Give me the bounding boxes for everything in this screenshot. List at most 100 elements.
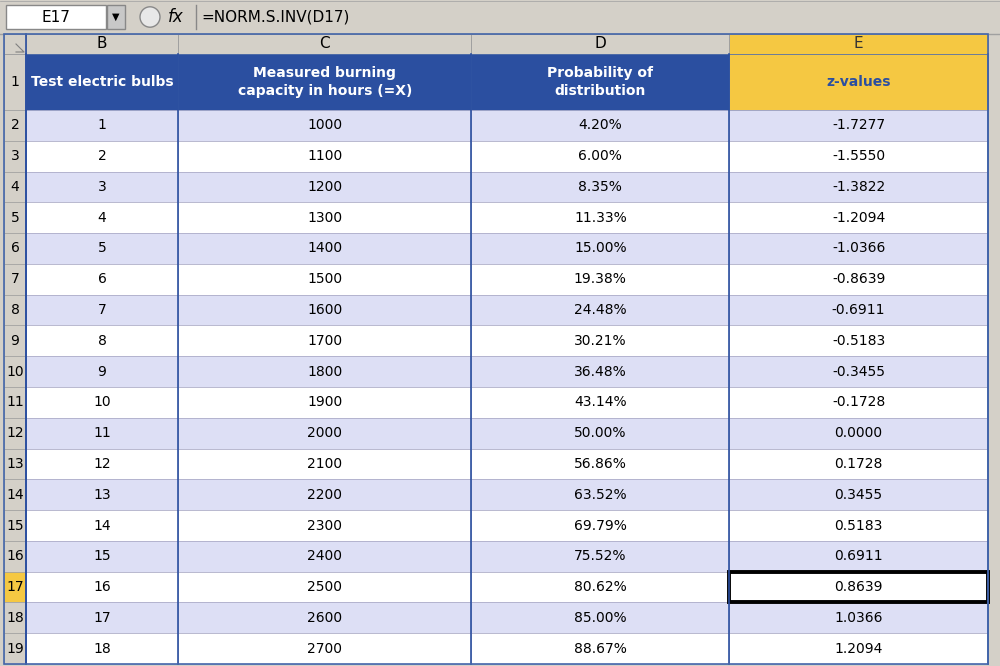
Bar bbox=[4, 294, 26, 326]
Text: 3: 3 bbox=[98, 180, 106, 194]
Text: 2: 2 bbox=[98, 149, 106, 163]
Text: 50.00%: 50.00% bbox=[574, 426, 627, 440]
Bar bbox=[26, 34, 178, 54]
Text: 4: 4 bbox=[98, 210, 106, 224]
Bar bbox=[471, 571, 729, 603]
Bar bbox=[729, 387, 988, 418]
Text: 2300: 2300 bbox=[307, 519, 342, 533]
Text: 1: 1 bbox=[11, 75, 19, 89]
Bar bbox=[729, 172, 988, 202]
Bar bbox=[4, 110, 26, 141]
Text: 12: 12 bbox=[6, 426, 24, 440]
Text: 0.3455: 0.3455 bbox=[835, 488, 883, 501]
Bar bbox=[4, 510, 26, 541]
Text: 15: 15 bbox=[6, 519, 24, 533]
Bar bbox=[178, 233, 471, 264]
Text: -0.5183: -0.5183 bbox=[832, 334, 885, 348]
Text: 17: 17 bbox=[93, 611, 111, 625]
Text: E17: E17 bbox=[42, 9, 70, 25]
Text: 6: 6 bbox=[98, 272, 106, 286]
Text: =NORM.S.INV(D17): =NORM.S.INV(D17) bbox=[201, 9, 349, 25]
Text: 0.6911: 0.6911 bbox=[834, 549, 883, 563]
Text: 16: 16 bbox=[93, 580, 111, 594]
Text: 0.5183: 0.5183 bbox=[834, 519, 883, 533]
Bar bbox=[178, 603, 471, 633]
Bar bbox=[178, 449, 471, 480]
Bar bbox=[729, 54, 988, 110]
Bar bbox=[4, 264, 26, 294]
Bar bbox=[471, 110, 729, 141]
Bar bbox=[729, 356, 988, 387]
Text: 1000: 1000 bbox=[307, 119, 342, 133]
Text: -0.8639: -0.8639 bbox=[832, 272, 885, 286]
Bar bbox=[26, 510, 178, 541]
Bar bbox=[729, 510, 988, 541]
Text: 6.00%: 6.00% bbox=[578, 149, 622, 163]
Bar bbox=[178, 387, 471, 418]
Text: 2600: 2600 bbox=[307, 611, 342, 625]
Text: -0.6911: -0.6911 bbox=[832, 303, 885, 317]
Text: -1.7277: -1.7277 bbox=[832, 119, 885, 133]
Bar bbox=[178, 110, 471, 141]
Text: 3: 3 bbox=[11, 149, 19, 163]
Bar bbox=[729, 571, 988, 603]
Bar bbox=[4, 141, 26, 172]
Text: 15: 15 bbox=[93, 549, 111, 563]
Bar bbox=[26, 172, 178, 202]
Text: Test electric bulbs: Test electric bulbs bbox=[31, 75, 173, 89]
Bar bbox=[26, 110, 178, 141]
Text: 18: 18 bbox=[93, 641, 111, 655]
Bar bbox=[4, 418, 26, 449]
Text: 14: 14 bbox=[93, 519, 111, 533]
Bar bbox=[178, 34, 471, 54]
Text: 1200: 1200 bbox=[307, 180, 342, 194]
Text: 75.52%: 75.52% bbox=[574, 549, 627, 563]
Bar bbox=[178, 633, 471, 664]
Text: 1900: 1900 bbox=[307, 396, 342, 410]
Bar bbox=[729, 141, 988, 172]
Bar bbox=[26, 418, 178, 449]
Bar bbox=[0, 0, 1000, 34]
Text: 12: 12 bbox=[93, 457, 111, 471]
Bar bbox=[4, 34, 26, 54]
Text: 17: 17 bbox=[6, 580, 24, 594]
Bar bbox=[4, 603, 26, 633]
Text: 1600: 1600 bbox=[307, 303, 342, 317]
Bar bbox=[471, 449, 729, 480]
Text: 14: 14 bbox=[6, 488, 24, 501]
Bar bbox=[471, 264, 729, 294]
Bar bbox=[26, 356, 178, 387]
Text: fx: fx bbox=[168, 8, 184, 26]
Bar bbox=[471, 202, 729, 233]
Bar bbox=[729, 202, 988, 233]
Bar bbox=[471, 34, 729, 54]
Bar bbox=[471, 387, 729, 418]
Bar bbox=[729, 294, 988, 326]
Text: 13: 13 bbox=[6, 457, 24, 471]
Text: 24.48%: 24.48% bbox=[574, 303, 627, 317]
Text: -1.5550: -1.5550 bbox=[832, 149, 885, 163]
Text: 2700: 2700 bbox=[307, 641, 342, 655]
Bar bbox=[4, 541, 26, 571]
Bar bbox=[26, 541, 178, 571]
Bar bbox=[26, 233, 178, 264]
Text: 4.20%: 4.20% bbox=[578, 119, 622, 133]
Text: 1800: 1800 bbox=[307, 364, 342, 378]
Text: 30.21%: 30.21% bbox=[574, 334, 627, 348]
Text: Probability of
distribution: Probability of distribution bbox=[547, 66, 653, 98]
Bar bbox=[26, 202, 178, 233]
Bar bbox=[178, 356, 471, 387]
Text: 2200: 2200 bbox=[307, 488, 342, 501]
Bar bbox=[471, 633, 729, 664]
Bar bbox=[4, 326, 26, 356]
Bar bbox=[471, 480, 729, 510]
Bar bbox=[4, 387, 26, 418]
Text: C: C bbox=[319, 37, 330, 51]
Bar bbox=[4, 633, 26, 664]
Bar bbox=[107, 5, 125, 29]
Bar bbox=[178, 571, 471, 603]
Bar bbox=[26, 54, 178, 110]
Text: 1100: 1100 bbox=[307, 149, 342, 163]
Text: z-values: z-values bbox=[826, 75, 891, 89]
Text: 1300: 1300 bbox=[307, 210, 342, 224]
